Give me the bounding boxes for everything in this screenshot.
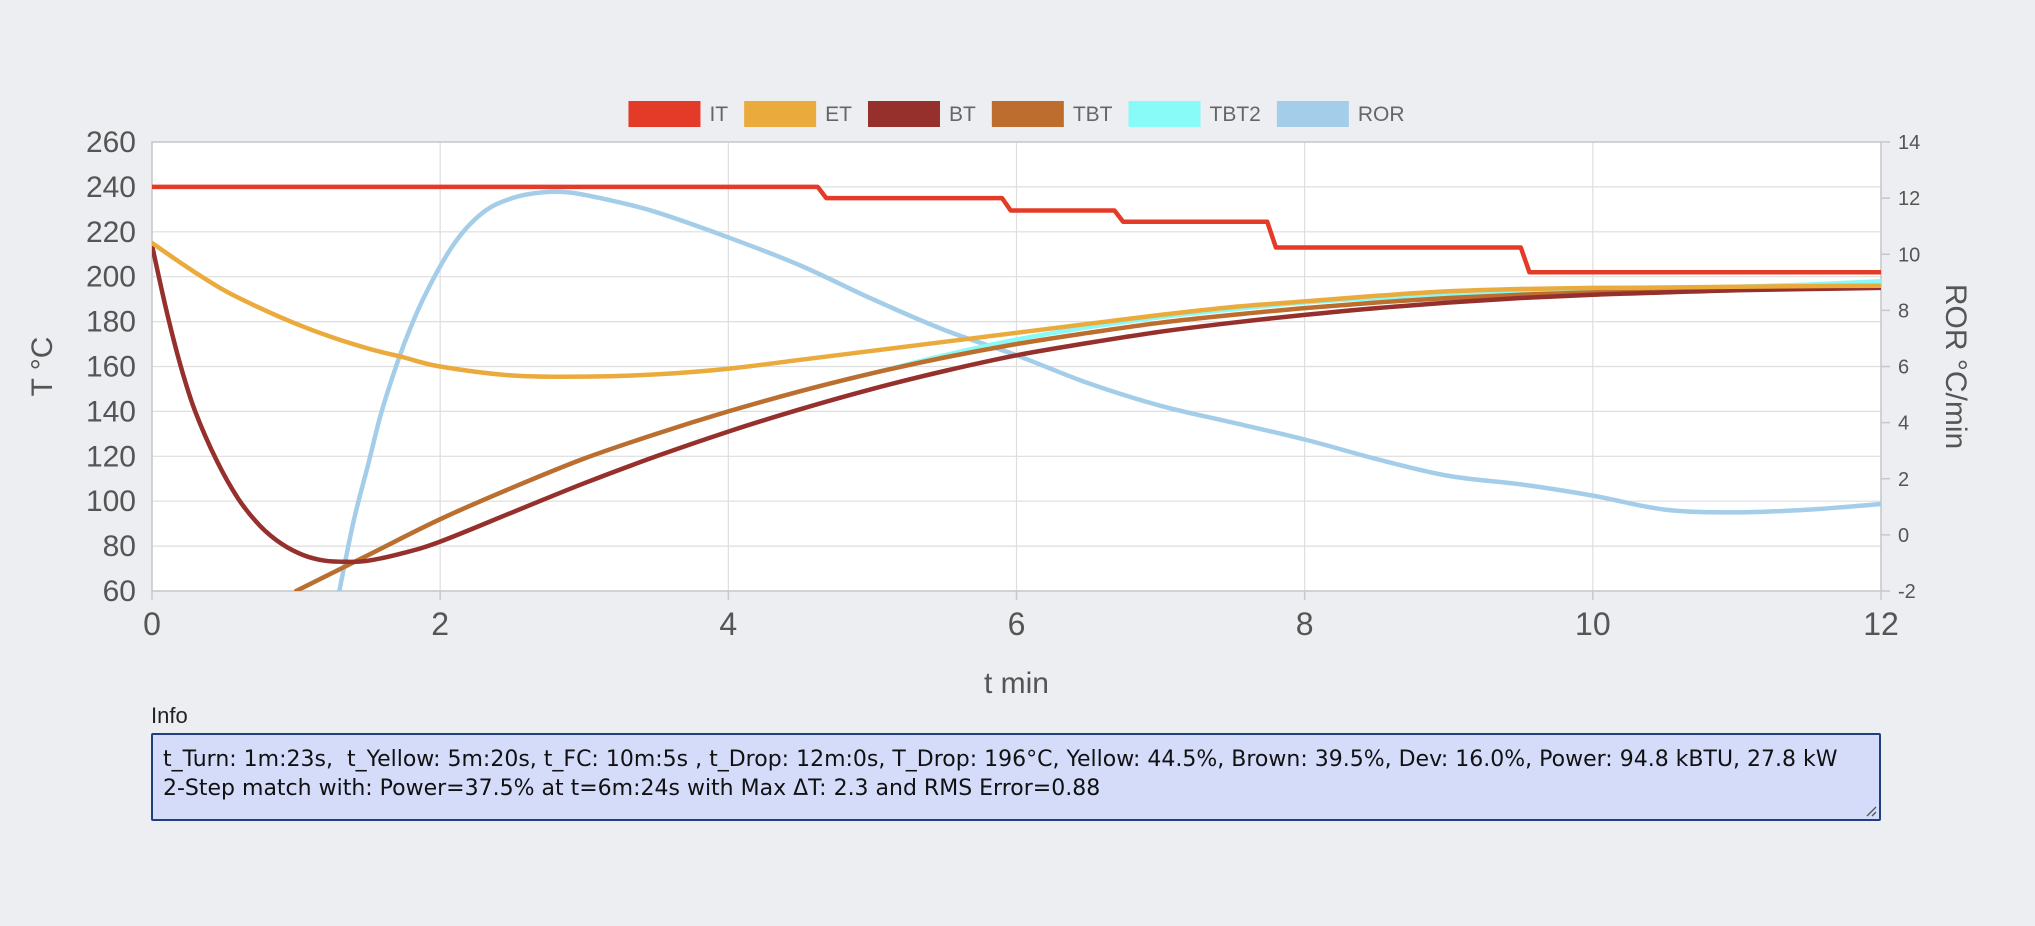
legend-swatch bbox=[1276, 101, 1349, 127]
series-line-bt bbox=[152, 243, 1881, 565]
legend-label: BT bbox=[949, 103, 976, 126]
legend-label: TBT2 bbox=[1210, 103, 1261, 126]
info-textarea[interactable]: t_Turn: 1m:23s, t_Yellow: 5m:20s, t_FC: … bbox=[151, 733, 1881, 821]
x-axis-ticks: 0 2 4 6 8 10 12 bbox=[143, 606, 1899, 642]
x-axis-title: t min bbox=[984, 667, 1049, 700]
x-tick-label: 10 bbox=[1575, 606, 1611, 642]
resize-grip-icon[interactable] bbox=[1865, 805, 1877, 817]
y2-tick-label: 12 bbox=[1898, 188, 1920, 210]
y-tick-label: 80 bbox=[103, 530, 136, 563]
legend-label: TBT bbox=[1073, 103, 1113, 126]
info-line-2: 2-Step match with: Power=37.5% at t=6m:2… bbox=[163, 776, 1101, 801]
legend-label: ET bbox=[825, 103, 852, 126]
legend-label: ROR bbox=[1358, 103, 1405, 126]
x-tick-label: 6 bbox=[1008, 606, 1026, 642]
chart-grid bbox=[151, 141, 1890, 600]
info-label: Info bbox=[151, 703, 188, 728]
x-tick-label: 12 bbox=[1863, 606, 1899, 642]
y2-tick-label: 2 bbox=[1898, 469, 1909, 491]
chart-legend[interactable]: IT ET BT TBT TBT2 ROR bbox=[628, 101, 1405, 127]
y2-tick-label: 14 bbox=[1898, 132, 1920, 154]
y-axis-right-ticks: -2 0 2 4 6 8 10 12 14 bbox=[1898, 132, 1920, 603]
roast-chart: IT ET BT TBT TBT2 ROR 60801001201401601802002… bbox=[26, 101, 1972, 700]
y2-tick-label: 0 bbox=[1898, 525, 1909, 547]
series-layer bbox=[152, 184, 1881, 591]
legend-swatch bbox=[628, 101, 701, 127]
y-tick-label: 220 bbox=[86, 216, 136, 249]
y-tick-label: 240 bbox=[86, 171, 136, 204]
legend-item-tbt[interactable]: TBT bbox=[991, 101, 1113, 127]
y-tick-label: 120 bbox=[86, 440, 136, 473]
y2-tick-label: 8 bbox=[1898, 300, 1909, 322]
y-tick-label: 100 bbox=[86, 485, 136, 518]
y-tick-label: 260 bbox=[86, 126, 136, 159]
legend-swatch bbox=[1128, 101, 1201, 127]
legend-swatch bbox=[991, 101, 1064, 127]
legend-item-ror[interactable]: ROR bbox=[1276, 101, 1405, 127]
y-tick-label: 60 bbox=[103, 575, 136, 608]
legend-item-it[interactable]: IT bbox=[628, 101, 728, 127]
x-tick-label: 8 bbox=[1296, 606, 1314, 642]
series-line-it bbox=[152, 184, 1881, 275]
series-line-ror bbox=[337, 189, 1881, 591]
y2-tick-label: -2 bbox=[1898, 581, 1916, 603]
x-tick-label: 0 bbox=[143, 606, 161, 642]
y-axis-left-title: T °C bbox=[26, 337, 59, 397]
y-tick-label: 180 bbox=[86, 306, 136, 339]
y-tick-label: 140 bbox=[86, 395, 136, 428]
x-tick-label: 2 bbox=[431, 606, 449, 642]
legend-swatch bbox=[744, 101, 817, 127]
y-axis-right-title: ROR °C/min bbox=[1939, 284, 1972, 449]
y2-tick-label: 10 bbox=[1898, 244, 1920, 266]
legend-label: IT bbox=[709, 103, 728, 126]
y2-tick-label: 4 bbox=[1898, 413, 1909, 435]
x-tick-label: 4 bbox=[719, 606, 737, 642]
y2-tick-label: 6 bbox=[1898, 357, 1909, 379]
legend-item-tbt2[interactable]: TBT2 bbox=[1128, 101, 1261, 127]
y-tick-label: 200 bbox=[86, 261, 136, 294]
y-axis-left-ticks: 60 80 100 120 140 160 180 200 220 240 260 bbox=[86, 126, 136, 608]
legend-swatch bbox=[867, 101, 940, 127]
legend-item-et[interactable]: ET bbox=[744, 101, 852, 127]
info-line-1: t_Turn: 1m:23s, t_Yellow: 5m:20s, t_FC: … bbox=[163, 747, 1838, 772]
legend-item-bt[interactable]: BT bbox=[867, 101, 976, 127]
y-tick-label: 160 bbox=[86, 351, 136, 384]
series-line-et bbox=[152, 240, 1881, 380]
